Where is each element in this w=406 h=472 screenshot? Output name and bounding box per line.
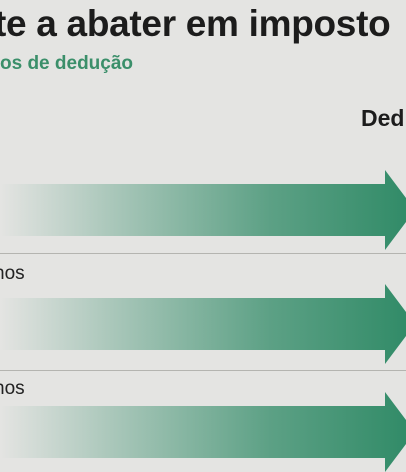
column-header: Ded bbox=[361, 105, 405, 131]
row-divider bbox=[0, 370, 406, 371]
page-subtitle: os de dedução bbox=[0, 53, 134, 74]
row-label-1: nos bbox=[0, 263, 25, 284]
row-divider bbox=[0, 253, 406, 254]
gradient-arrow-3 bbox=[0, 392, 406, 472]
row-label-2: nos bbox=[0, 378, 25, 399]
page-title: te a abater em imposto bbox=[0, 3, 391, 44]
gradient-arrow-2 bbox=[0, 284, 406, 364]
gradient-arrow-1 bbox=[0, 170, 406, 250]
